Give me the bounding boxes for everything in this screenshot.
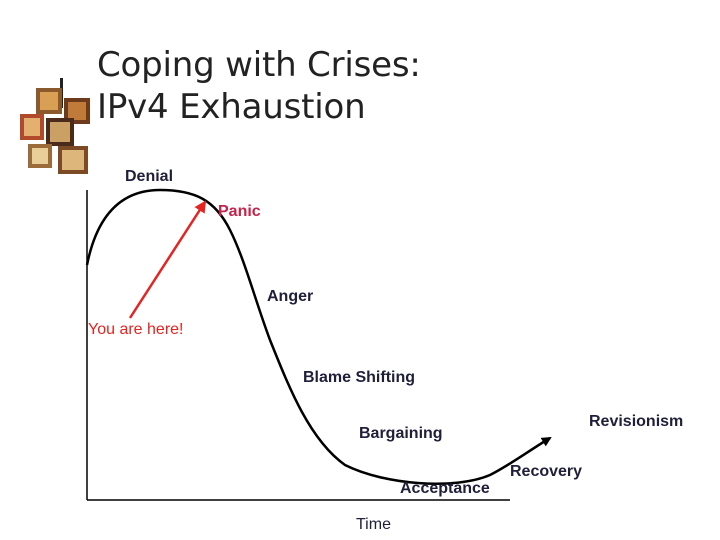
stage-recovery: Recovery [510, 463, 583, 480]
stage-panic: Panic [218, 203, 261, 220]
stage-denial: Denial [125, 168, 174, 185]
stage-bargaining: Bargaining [359, 425, 443, 442]
title-line-2: IPv4 Exhaustion [97, 87, 366, 127]
slide-title: Coping with Crises: IPv4 Exhaustion [97, 44, 421, 128]
title-line-1: Coping with Crises: [97, 45, 421, 85]
stage-blame-shifting: Blame Shifting [303, 369, 416, 386]
painting-collage-logo [20, 88, 90, 174]
stage-revisionism: Revisionism [589, 413, 684, 430]
x-axis-label: Time [356, 516, 391, 533]
stage-anger: Anger [267, 288, 314, 305]
coping-curve [85, 188, 552, 485]
you-are-here-arrow [128, 200, 207, 319]
you-are-here-label: You are here! [88, 321, 184, 338]
stage-acceptance: Acceptance [400, 480, 490, 497]
